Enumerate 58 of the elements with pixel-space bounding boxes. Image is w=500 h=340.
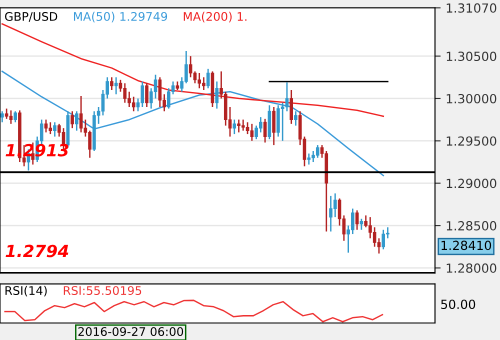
- candlestick: [158, 76, 162, 108]
- text: 50.00: [441, 300, 476, 310]
- text: 1.28410: [442, 240, 492, 250]
- candlestick: [246, 122, 250, 135]
- candlestick: [167, 88, 170, 110]
- candlestick: [215, 80, 219, 110]
- line-series: [1, 23, 384, 117]
- candlestick: [0, 110, 4, 123]
- candlestick: [53, 122, 56, 138]
- candlestick: [280, 102, 284, 142]
- series-label: RSI:55.50195: [64, 286, 142, 295]
- candlestick: [307, 152, 311, 166]
- y-tick-label: 1.29000: [446, 178, 496, 188]
- candlestick: [70, 110, 74, 129]
- y-tick-label: 1.28500: [446, 221, 496, 230]
- candlestick: [88, 130, 92, 158]
- candlestick: [9, 110, 13, 125]
- chart-title: GBP/USD: [5, 12, 58, 22]
- candlestick: [232, 118, 236, 135]
- candlestick: [48, 122, 52, 135]
- candlestick: [75, 110, 78, 132]
- y-tick-label: 1.28000: [446, 263, 496, 273]
- text: 2016-09-27 06:00: [78, 327, 184, 336]
- line-series: [1, 70, 384, 176]
- text: MA(50) 1.29749: [74, 12, 168, 22]
- candlestick: [263, 118, 267, 144]
- y-tick-label: 1.29500: [446, 136, 496, 146]
- candlestick: [188, 55, 192, 78]
- candlestick: [140, 80, 144, 108]
- candlestick: [372, 226, 376, 248]
- text: MA(200) 1.: [184, 12, 246, 22]
- candlestick: [294, 110, 298, 126]
- candlestick: [198, 72, 202, 90]
- candlestick: [206, 68, 210, 90]
- candlestick: [123, 82, 127, 104]
- candlestick: [14, 110, 17, 123]
- candlestick: [382, 229, 386, 250]
- candlestick: [154, 74, 158, 100]
- candlestick: [285, 82, 289, 112]
- candlestick: [110, 76, 114, 91]
- ref-line-label: 1.2794: [6, 244, 68, 258]
- candlestick: [276, 104, 280, 138]
- candlestick: [250, 123, 254, 142]
- y-tick-label: 1.30500: [446, 52, 496, 62]
- candlestick: [333, 192, 337, 218]
- y-tick-label: 1.30000: [446, 94, 496, 104]
- candlestick: [241, 118, 245, 132]
- candlestick: [272, 106, 276, 146]
- candlestick: [316, 144, 320, 158]
- y-tick-label: 1.31070: [446, 3, 496, 13]
- candlestick: [132, 96, 136, 112]
- candlestick: [290, 89, 294, 125]
- chart-title: RSI(14): [6, 286, 47, 296]
- candlestick: [114, 76, 118, 95]
- candlestick: [145, 82, 148, 108]
- candlestick: [355, 210, 359, 231]
- candlestick: [79, 95, 83, 134]
- candlestick: [44, 118, 48, 134]
